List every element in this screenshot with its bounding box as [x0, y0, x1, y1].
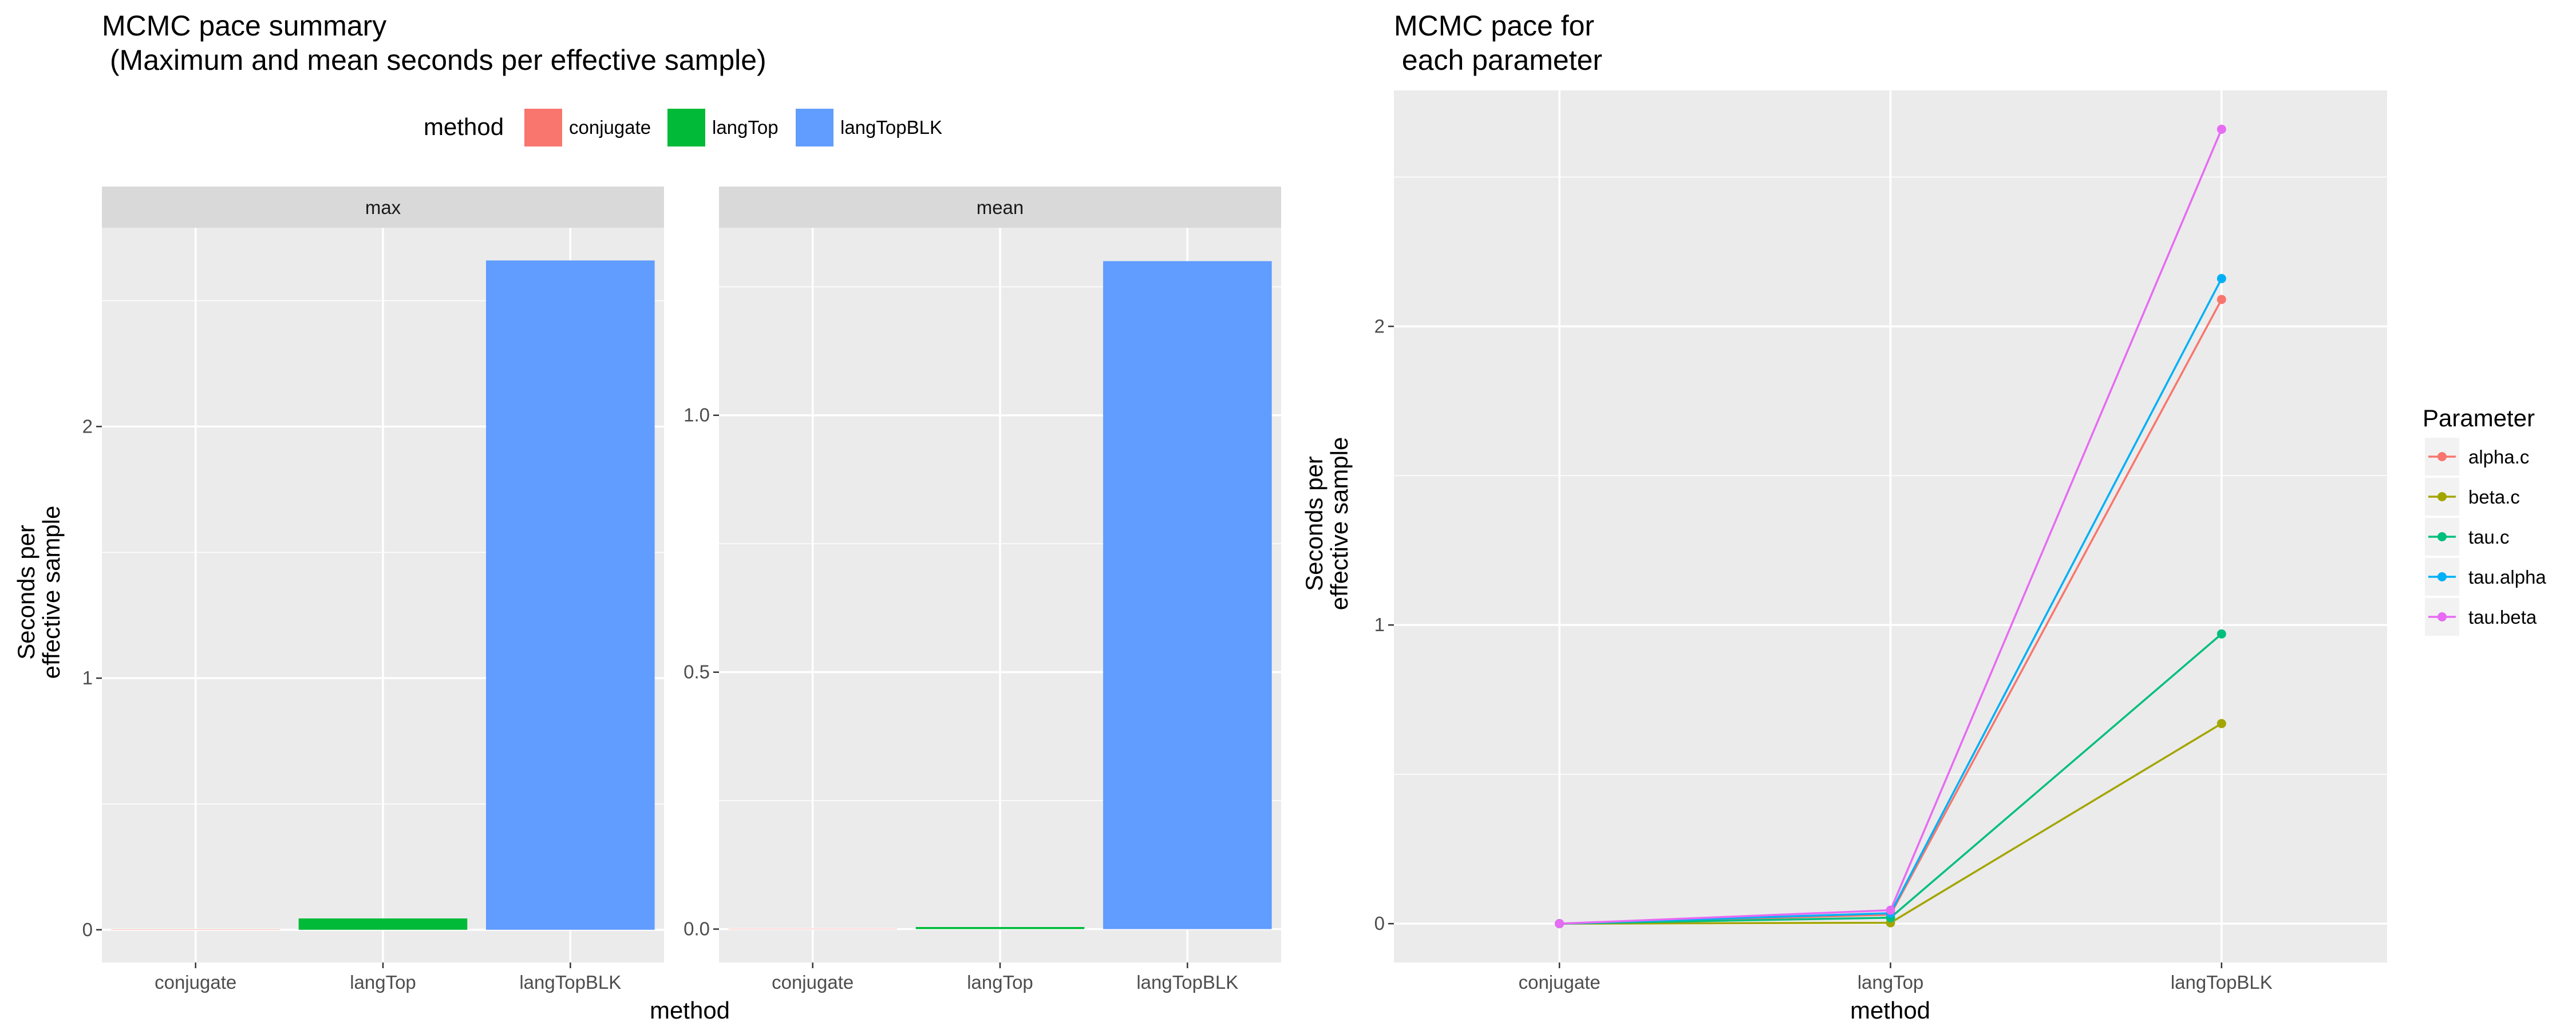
series-point-tau-alpha [2217, 274, 2226, 283]
series-point-tau-c [2217, 629, 2226, 639]
line-panel: 0 1 2 conjugate langTop langTopBLK [1374, 90, 2387, 993]
legend-key-point [2437, 452, 2447, 461]
legend-label-tau-beta: tau.beta [2468, 607, 2537, 628]
y-tick-label: 0 [1374, 913, 1385, 934]
series-point-tau-beta [2217, 124, 2226, 134]
parameter-legend: Parameter alpha.c beta.c tau.c tau.alpha tau… [2423, 405, 2546, 636]
legend-key-langtopblk [796, 109, 833, 146]
legend-label-conjugate: conjugate [569, 117, 651, 138]
summary-bar-chart: MCMC pace summary (Maximum and mean seco… [13, 10, 1281, 1024]
series-point-beta-c [2217, 719, 2226, 728]
parameter-title-line-2: each parameter [1394, 44, 1602, 76]
x-tick-label: langTopBLK [519, 972, 621, 993]
legend-key-langtop [667, 109, 705, 146]
legend-key-point [2437, 572, 2447, 581]
facet-max: max 0 1 2 conjugate langTop langTopBLK [82, 187, 664, 993]
summary-x-axis-title: method [650, 997, 730, 1024]
summary-title-line-2: (Maximum and mean seconds per effective … [102, 44, 767, 76]
x-tick-label: conjugate [1519, 972, 1601, 993]
y-tick-label: 2 [1374, 315, 1385, 336]
y-tick-label: 1 [82, 667, 93, 688]
x-tick-label: langTop [350, 972, 416, 993]
summary-y-axis-title-line-2: effective sample [38, 506, 65, 679]
legend-label-alpha-c: alpha.c [2468, 446, 2529, 468]
facet-strip [719, 187, 1281, 228]
y-tick-label: 0.0 [683, 918, 710, 940]
facet-strip-label: max [365, 197, 401, 218]
summary-title-line-1: MCMC pace summary [102, 10, 386, 42]
legend-key-point [2437, 492, 2447, 501]
x-tick-label: langTop [967, 972, 1033, 993]
summary-y-axis-title-line-1: Seconds per [13, 525, 39, 660]
parameter-line-chart: MCMC pace for each parameter Seconds per… [1301, 10, 2546, 1024]
parameter-y-axis-title-line-1: Seconds per [1301, 456, 1327, 591]
y-tick-label: 2 [82, 415, 93, 437]
series-point-tau-beta [1886, 905, 1895, 915]
legend-label-beta-c: beta.c [2468, 486, 2520, 508]
x-tick-label: conjugate [772, 972, 854, 993]
legend-key-point [2437, 532, 2447, 541]
bar-conjugate [111, 929, 280, 930]
parameter-legend-title: Parameter [2423, 405, 2535, 431]
bar-langtop [915, 927, 1085, 929]
y-tick-label: 1 [1374, 614, 1385, 635]
facet-strip-label: mean [977, 197, 1024, 218]
parameter-y-axis-title-line-2: effective sample [1326, 437, 1353, 611]
parameter-x-axis-title: method [1850, 997, 1930, 1024]
y-tick-label: 1.0 [683, 405, 710, 426]
method-legend-title: method [424, 113, 504, 140]
legend-key-point [2437, 612, 2447, 621]
bar-langtop [298, 918, 468, 930]
bar-langtopblk [486, 260, 655, 930]
legend-label-langtop: langTop [712, 117, 779, 138]
parameter-title-line-1: MCMC pace for [1394, 10, 1594, 42]
facet-strip [102, 187, 664, 228]
x-tick-label: langTopBLK [1136, 972, 1238, 993]
x-tick-label: conjugate [155, 972, 236, 993]
legend-label-tau-alpha: tau.alpha [2468, 566, 2546, 588]
series-point-alpha-c [2217, 295, 2226, 304]
legend-label-tau-c: tau.c [2468, 526, 2510, 548]
x-tick-label: langTop [1858, 972, 1924, 993]
method-legend: method conjugate langTop langTopBLK [424, 109, 942, 146]
series-point-tau-beta [1555, 919, 1564, 929]
y-tick-label: 0.5 [683, 661, 710, 683]
y-tick-label: 0 [82, 919, 93, 940]
facet-mean: mean 0.0 0.5 1.0 conjugate langTop langTopBLK [683, 187, 1281, 993]
legend-label-langtopblk: langTopBLK [840, 117, 942, 138]
legend-key-conjugate [524, 109, 562, 146]
bar-langtopblk [1103, 261, 1272, 929]
x-tick-label: langTopBLK [2171, 972, 2273, 993]
